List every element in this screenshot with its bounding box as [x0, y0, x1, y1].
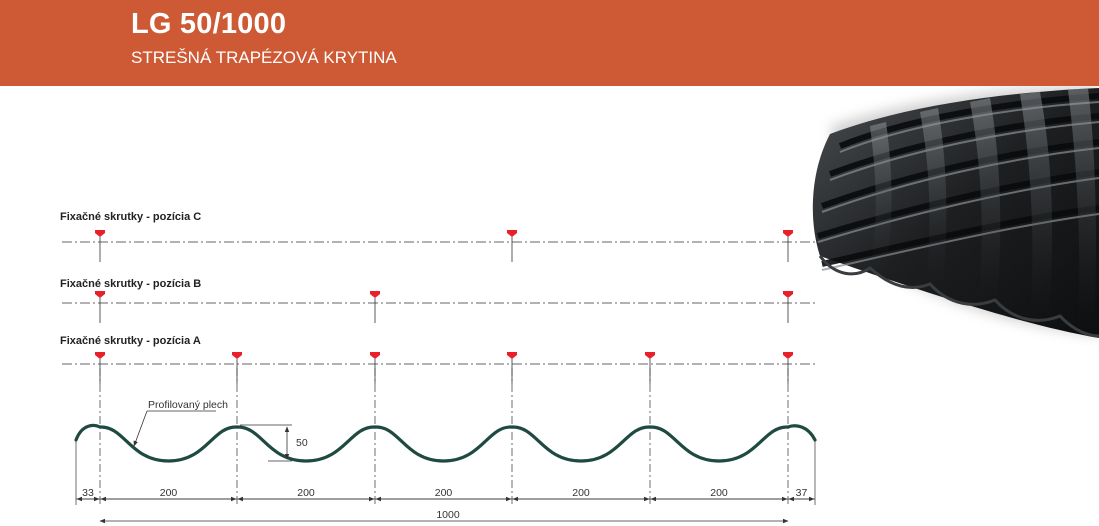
screw-marker [370, 352, 380, 359]
segment-dimension-label: 200 [435, 487, 453, 499]
product-title: LG 50/1000 [131, 8, 287, 40]
total-dimension: 1000 [99, 509, 789, 524]
height-label: 50 [296, 437, 308, 449]
screw-marker [95, 352, 105, 359]
row-position-b: Fixačné skrutky - pozícia B [60, 278, 815, 323]
screw-marker [507, 230, 517, 237]
screw-marker [370, 291, 380, 298]
segment-dimension-label: 200 [297, 487, 315, 499]
segment-dimension-label: 200 [572, 487, 590, 499]
row-position-c: Fixačné skrutky - pozícia C [60, 211, 815, 262]
row-position-a: Fixačné skrutky - pozícia A [60, 335, 815, 384]
screw-marker [645, 352, 655, 359]
profile-sheet [74, 423, 817, 463]
screw-marker [783, 352, 793, 359]
screw-marker [783, 230, 793, 237]
profile-callout: Profilovaný plech [133, 399, 228, 447]
screw-marker [783, 291, 793, 298]
segment-dimension-label: 37 [796, 487, 808, 499]
header-banner: LG 50/1000 STREŠNÁ TRAPÉZOVÁ KRYTINA [0, 0, 1099, 86]
fixing-diagram: Fixačné skrutky - pozícia C Fixačné skru… [60, 211, 817, 524]
row-label-a: Fixačné skrutky - pozícia A [60, 335, 201, 347]
segment-dimension-label: 200 [160, 487, 178, 499]
segment-dimension-label: 33 [82, 487, 94, 499]
row-label-b: Fixačné skrutky - pozícia B [60, 278, 201, 290]
profile-label: Profilovaný plech [148, 399, 228, 411]
roof-tile-photo [812, 86, 1099, 338]
screw-marker [232, 352, 242, 359]
screw-marker [507, 352, 517, 359]
segment-dimension-label: 200 [710, 487, 728, 499]
height-dimension: 50 [240, 424, 308, 462]
total-dimension-label: 1000 [436, 509, 460, 521]
row-label-c: Fixačné skrutky - pozícia C [60, 211, 201, 223]
screw-marker [95, 230, 105, 237]
screw-marker [95, 291, 105, 298]
product-subtitle: STREŠNÁ TRAPÉZOVÁ KRYTINA [131, 48, 397, 67]
